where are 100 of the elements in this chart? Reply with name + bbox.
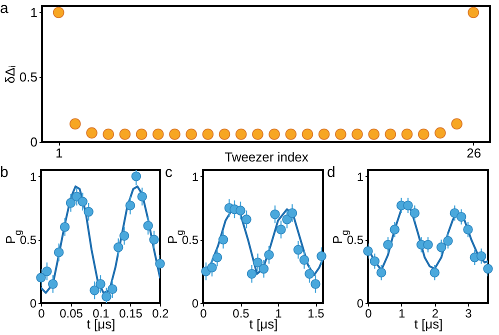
- point: [235, 128, 247, 140]
- point: [169, 128, 180, 140]
- x-tick-label: 1: [275, 306, 282, 320]
- point: [376, 268, 386, 278]
- point: [268, 128, 280, 140]
- text: d: [327, 164, 336, 181]
- x-tick-label: 0.2: [152, 306, 170, 320]
- point: [483, 264, 493, 274]
- point: [430, 268, 440, 278]
- point: [90, 285, 100, 296]
- point: [282, 214, 292, 224]
- y-axis-title: δΔᵢ: [2, 66, 18, 84]
- point: [236, 206, 246, 216]
- point: [418, 128, 430, 140]
- point: [155, 258, 165, 269]
- point: [252, 258, 263, 268]
- point: [186, 128, 197, 140]
- point: [423, 240, 433, 250]
- point: [218, 128, 230, 140]
- x-tick-label: 0.15: [119, 306, 143, 320]
- y-tick-label: 1: [192, 170, 199, 184]
- point: [463, 224, 473, 234]
- point: [42, 266, 52, 276]
- point: [48, 279, 58, 289]
- point: [443, 236, 453, 246]
- point: [125, 200, 136, 210]
- point: [310, 279, 320, 289]
- y-tick-label: 0.5: [19, 70, 38, 85]
- point: [52, 6, 64, 18]
- point: [352, 128, 363, 140]
- point: [119, 231, 130, 241]
- point: [451, 118, 462, 130]
- point: [54, 247, 64, 258]
- point: [410, 208, 420, 218]
- y-tick-label: 0: [192, 296, 199, 310]
- y-tick-label: 0: [30, 296, 37, 310]
- point: [218, 234, 228, 245]
- point: [434, 127, 446, 139]
- point: [252, 128, 264, 140]
- point: [36, 272, 46, 283]
- text: b: [0, 164, 8, 181]
- point: [302, 128, 314, 140]
- x-tick-label: 26: [466, 146, 482, 160]
- point: [299, 255, 310, 265]
- point: [368, 128, 380, 140]
- y-tick-label: 0: [356, 296, 364, 310]
- text: c: [165, 164, 173, 181]
- point: [242, 214, 252, 224]
- y-tick-label: 1: [30, 4, 38, 20]
- x-tick-label: 0.5: [232, 306, 250, 320]
- point: [212, 252, 222, 262]
- point: [96, 279, 106, 289]
- point: [456, 212, 466, 222]
- point: [403, 200, 413, 210]
- point: [113, 242, 124, 252]
- point: [287, 208, 298, 218]
- x-tick-label: 0: [365, 306, 372, 320]
- x-tick-label: 3: [465, 306, 472, 320]
- point: [390, 224, 400, 234]
- point: [108, 284, 118, 294]
- point: [370, 256, 380, 266]
- point: [102, 292, 112, 302]
- point: [383, 240, 393, 250]
- x-axis-title: Tweezer index: [224, 150, 309, 164]
- point: [363, 246, 373, 256]
- point: [149, 234, 159, 245]
- x-tick-label: 0.05: [60, 306, 84, 320]
- point: [152, 128, 164, 140]
- y-tick-label: 1: [30, 170, 37, 184]
- point: [293, 244, 304, 255]
- point: [476, 251, 486, 261]
- point: [60, 222, 70, 232]
- point: [436, 242, 446, 252]
- point: [401, 128, 413, 140]
- point: [264, 250, 274, 260]
- x-axis-title: t [μs]: [249, 316, 278, 332]
- point: [276, 224, 286, 234]
- point: [384, 128, 396, 140]
- y-tick-label: 0: [30, 134, 38, 150]
- text: a: [0, 0, 9, 17]
- point: [86, 127, 98, 139]
- point: [304, 269, 314, 279]
- point: [258, 264, 269, 274]
- point: [270, 209, 280, 220]
- point: [285, 128, 297, 140]
- point: [136, 128, 148, 140]
- point: [70, 118, 81, 130]
- x-tick-label: 1: [398, 306, 406, 320]
- x-tick-label: 0: [200, 306, 208, 320]
- point: [84, 206, 94, 217]
- y-tick-label: 1: [356, 170, 364, 184]
- point: [246, 269, 257, 279]
- point: [102, 128, 114, 140]
- point: [202, 128, 214, 140]
- point: [335, 128, 346, 140]
- point: [119, 128, 131, 140]
- point: [131, 171, 142, 182]
- x-tick-label: 1.5: [308, 306, 325, 320]
- point: [137, 192, 148, 202]
- point: [316, 251, 326, 261]
